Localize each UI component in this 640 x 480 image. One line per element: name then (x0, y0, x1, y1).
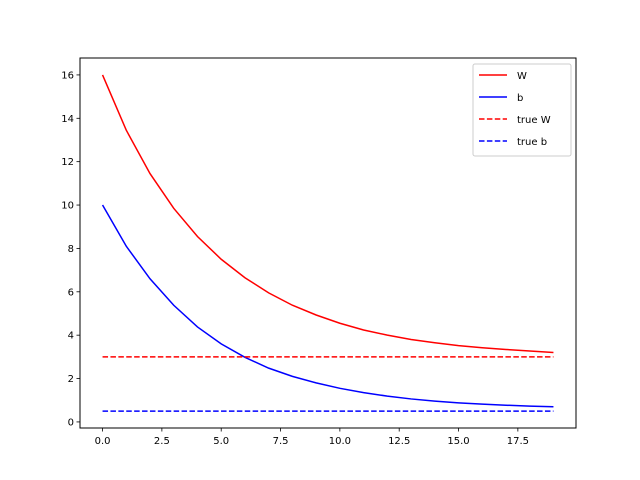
series-line-b (101, 204, 554, 408)
x-tick-label: 0.0 (95, 436, 111, 447)
y-tick-label: 0 (68, 417, 74, 428)
x-tick-label: 15.0 (447, 436, 469, 447)
y-tick-label: 12 (61, 157, 74, 168)
x-tick-label: 7.5 (273, 436, 289, 447)
legend-label-true-b: true b (517, 137, 547, 148)
series-layer (101, 74, 554, 412)
y-tick-label: 6 (68, 287, 74, 298)
y-tick-label: 16 (61, 70, 74, 81)
y-tick-label: 4 (68, 331, 74, 342)
x-axis: 0.0 2.5 5.0 7.5 10.0 12.5 15.0 17.5 (95, 428, 529, 447)
y-tick-label: 10 (61, 201, 74, 212)
x-tick-label: 17.5 (507, 436, 529, 447)
legend-label-true-w: true W (517, 115, 551, 126)
y-axis: 0 2 4 6 8 10 12 14 16 (61, 70, 80, 428)
x-tick-label: 12.5 (388, 436, 410, 447)
x-tick-label: 10.0 (329, 436, 351, 447)
plot-area-frame (79, 57, 577, 429)
x-tick-label: 2.5 (154, 436, 170, 447)
y-tick-label: 8 (68, 244, 74, 255)
series-line-w (101, 74, 554, 354)
legend: Wb true W true b (472, 63, 572, 157)
y-tick-label: 14 (61, 114, 74, 125)
y-tick-label: 2 (68, 374, 74, 385)
legend-box (472, 63, 572, 157)
legend-label-b: b (517, 93, 523, 104)
x-tick-label: 5.0 (213, 436, 229, 447)
legend-label-w: W (517, 71, 527, 82)
